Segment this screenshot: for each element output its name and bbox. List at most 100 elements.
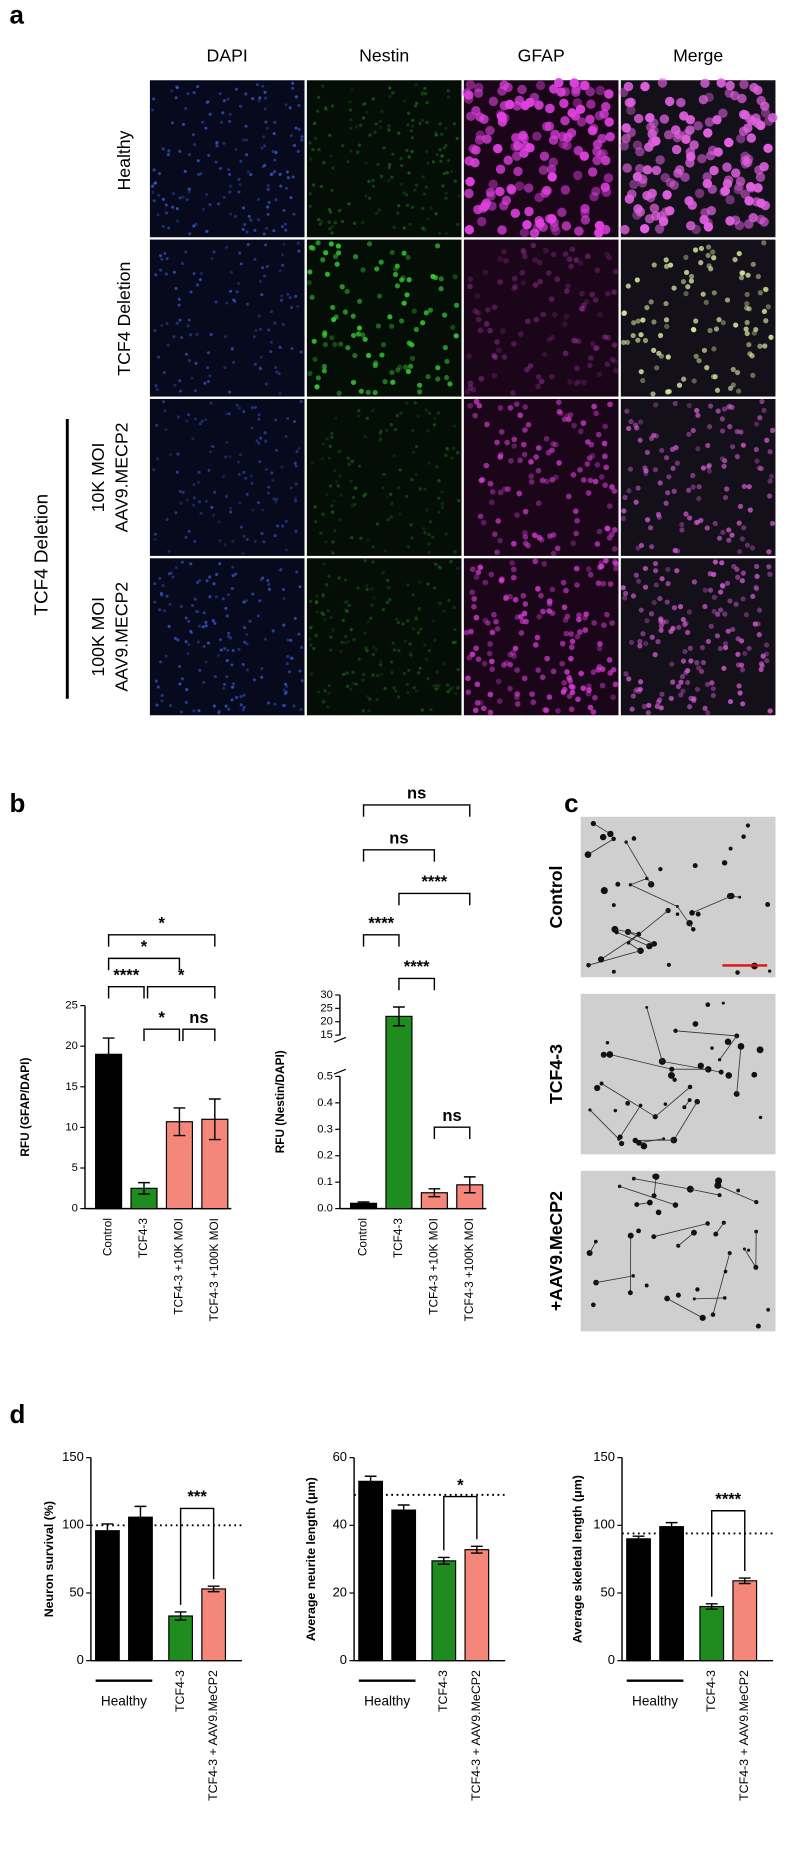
cell — [612, 560, 619, 567]
cell — [337, 209, 342, 213]
cell — [407, 545, 411, 549]
cell — [400, 275, 406, 281]
cell — [289, 134, 293, 138]
cell — [453, 640, 457, 644]
micrograph-background — [620, 558, 776, 716]
cell — [264, 439, 268, 443]
cell — [556, 408, 563, 415]
y-tick-label: 100 — [62, 1517, 84, 1532]
cell — [637, 638, 643, 645]
neuron — [637, 947, 644, 954]
cell — [577, 467, 583, 473]
cell — [658, 705, 664, 711]
cell — [467, 403, 474, 409]
cell — [510, 566, 517, 573]
cell — [591, 620, 598, 626]
cell — [610, 694, 616, 701]
cell — [753, 183, 763, 193]
cell — [580, 420, 587, 426]
cell — [651, 432, 657, 438]
cell — [687, 645, 693, 651]
cell — [427, 411, 432, 415]
error-bar — [357, 1201, 370, 1206]
cell — [426, 216, 430, 221]
cell — [622, 494, 628, 501]
cell — [704, 525, 710, 531]
cell — [578, 305, 585, 312]
cell — [350, 313, 356, 319]
neuron — [735, 970, 740, 975]
cell — [488, 499, 495, 506]
cell — [155, 703, 159, 707]
cell — [345, 609, 349, 614]
significance-bracket — [398, 977, 436, 991]
cell — [335, 479, 339, 484]
cell — [751, 330, 757, 336]
cell — [207, 153, 211, 157]
neuron — [615, 881, 621, 887]
cell — [238, 406, 242, 410]
cell — [322, 562, 326, 566]
cell — [192, 503, 196, 507]
cell — [300, 679, 304, 683]
cell — [156, 355, 160, 359]
cell — [621, 133, 631, 144]
cell — [164, 272, 168, 276]
cell — [294, 464, 298, 468]
cell — [522, 253, 528, 260]
cell — [559, 640, 566, 647]
cell — [297, 632, 301, 636]
neurite — [625, 841, 652, 885]
cell — [407, 111, 411, 115]
cell — [549, 373, 555, 380]
cell — [255, 82, 259, 86]
cell — [308, 599, 313, 603]
cell — [423, 531, 427, 535]
cell — [643, 468, 649, 474]
cell — [267, 485, 271, 489]
cell — [411, 308, 417, 314]
cell — [286, 417, 290, 421]
cell — [503, 82, 513, 93]
cell — [222, 686, 226, 690]
cell — [385, 428, 389, 433]
cell — [532, 558, 539, 565]
cell — [704, 681, 711, 688]
cell — [630, 593, 637, 599]
cell — [672, 547, 678, 553]
cell — [314, 634, 318, 638]
neurite — [690, 1188, 720, 1196]
cell — [713, 326, 720, 332]
neuron — [584, 851, 592, 858]
cell — [235, 403, 239, 407]
cell — [371, 97, 375, 101]
cell — [727, 424, 733, 430]
cell — [204, 620, 208, 624]
cell — [580, 204, 590, 214]
cell — [239, 703, 243, 707]
cell — [229, 636, 233, 640]
cell — [186, 498, 190, 502]
cell — [250, 481, 254, 485]
neurite — [589, 1241, 597, 1254]
cell — [199, 271, 203, 275]
significance-label: **** — [421, 872, 447, 891]
cell — [358, 388, 364, 394]
cell — [408, 642, 412, 646]
cell — [296, 241, 300, 245]
cell — [442, 312, 448, 318]
cell — [522, 427, 528, 433]
cell — [514, 694, 520, 701]
cell — [523, 618, 529, 625]
cell — [697, 153, 707, 164]
cell — [750, 261, 756, 267]
cell — [519, 269, 526, 276]
cell — [755, 621, 761, 627]
cell — [494, 439, 500, 446]
cell — [586, 687, 592, 694]
bar — [168, 1615, 193, 1662]
cell — [535, 383, 541, 390]
cell — [153, 582, 157, 586]
cell — [475, 569, 482, 576]
cell — [503, 594, 509, 601]
